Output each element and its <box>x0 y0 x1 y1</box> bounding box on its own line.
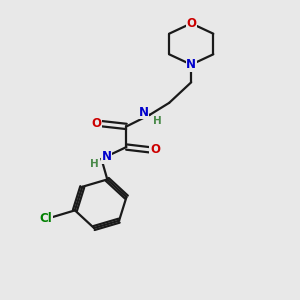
Text: H: H <box>153 116 162 126</box>
Text: N: N <box>186 58 196 71</box>
Text: N: N <box>102 150 112 163</box>
Text: Cl: Cl <box>40 212 52 225</box>
Text: O: O <box>186 17 196 30</box>
Text: H: H <box>90 159 98 169</box>
Text: O: O <box>150 143 160 157</box>
Text: N: N <box>139 106 148 119</box>
Text: O: O <box>92 117 101 130</box>
